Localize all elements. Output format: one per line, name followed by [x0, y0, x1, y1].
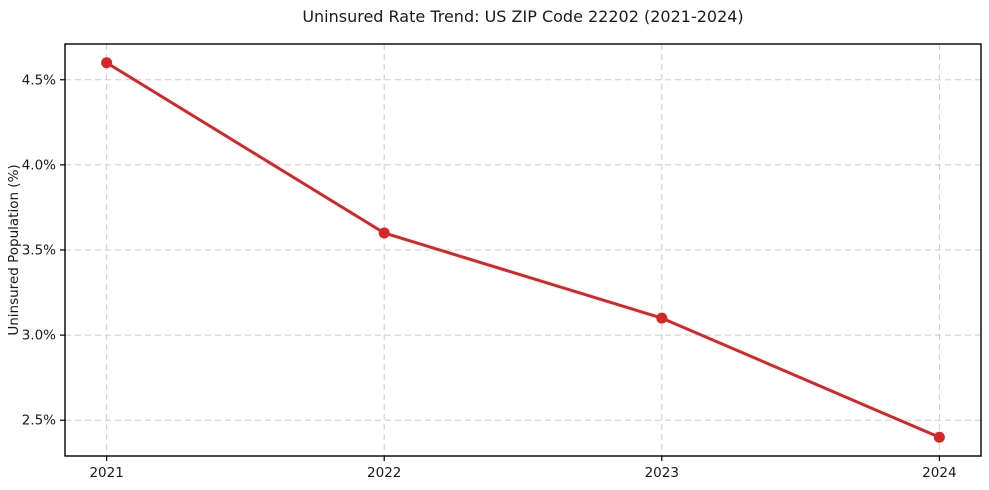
y-tick-label: 3.0%	[22, 328, 56, 344]
x-tick-label: 2022	[367, 465, 401, 481]
chart-title: Uninsured Rate Trend: US ZIP Code 22202 …	[302, 7, 744, 26]
y-tick-label: 4.0%	[22, 157, 56, 173]
data-point-marker	[933, 431, 945, 443]
data-point-marker	[101, 57, 113, 69]
y-tick-label: 3.5%	[22, 243, 56, 259]
data-line	[105, 61, 941, 439]
data-point-marker	[378, 227, 390, 239]
x-tick-label: 2024	[922, 465, 956, 481]
y-tick-label: 4.5%	[22, 72, 56, 88]
y-tick-label: 2.5%	[22, 413, 56, 429]
plot-border	[64, 43, 982, 457]
data-point-marker	[656, 312, 668, 324]
x-tick-label: 2021	[89, 465, 123, 481]
x-tick-label: 2023	[645, 465, 679, 481]
